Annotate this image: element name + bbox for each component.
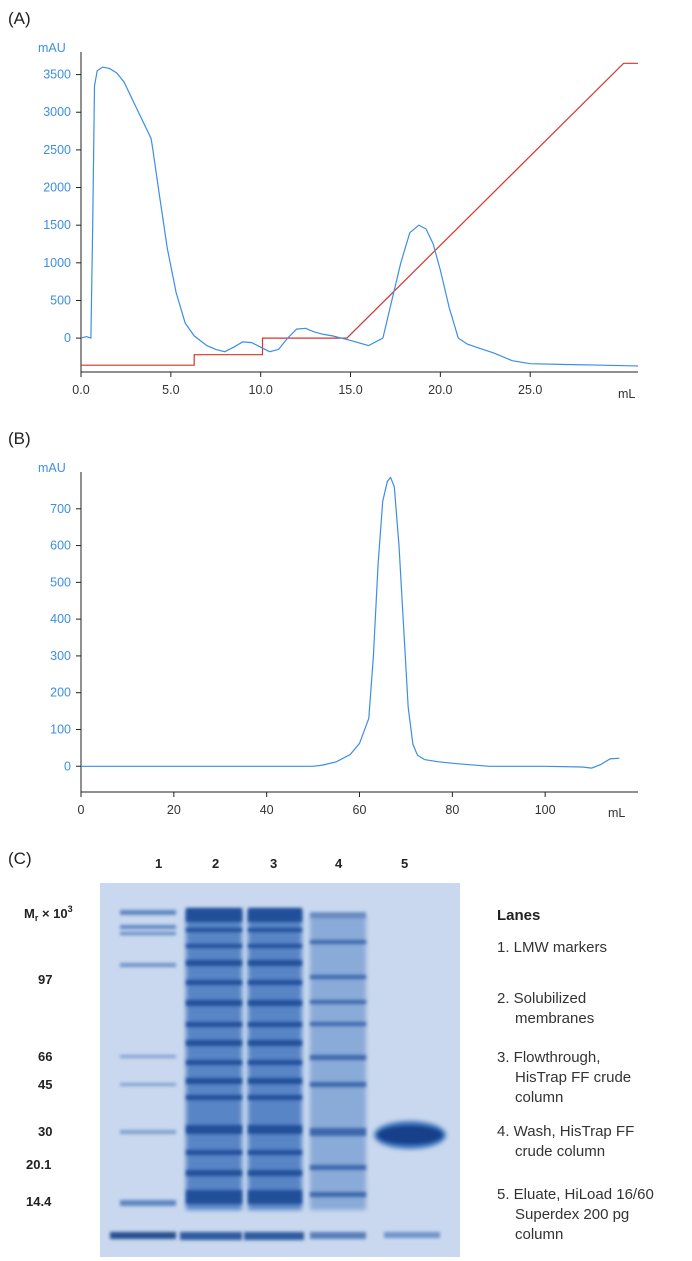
lanes-legend: Lanes 1. LMW markers 2. Solubilized membra…: [497, 907, 654, 1243]
x-tick-label: 60: [353, 803, 367, 817]
marker-label: 66: [38, 1049, 52, 1064]
panel-b-axes: 0 100 200 300 400 500 600 700 0 20 40 60 80 100: [50, 472, 638, 817]
lane-number: 3: [270, 856, 277, 871]
legend-line: membranes: [515, 1010, 594, 1027]
lane-5-bands: [374, 1121, 446, 1238]
legend-line: HisTrap FF crude: [515, 1069, 631, 1086]
legend-item: 2. Solubilized membranes: [497, 990, 594, 1027]
y-tick-label: 1000: [43, 256, 71, 270]
y-tick-label: 100: [50, 722, 71, 736]
lane-3-bands: [244, 908, 304, 1240]
legend-item: 3. Flowthrough, HisTrap FF crude column: [497, 1049, 631, 1106]
legend-line: 2. Solubilized: [497, 990, 586, 1007]
legend-line: 1. LMW markers: [497, 939, 607, 956]
legend-line: column: [515, 1226, 563, 1243]
panel-a: (A) mAU 0 500 1000 1500 2000 2500 3000 3500 0.0 5…: [8, 9, 639, 401]
x-tick-label: 0: [78, 803, 85, 817]
x-tick-label: 25.0: [518, 383, 542, 397]
x-tick-label: 20: [167, 803, 181, 817]
x-tick-label: 5.0: [162, 383, 179, 397]
lane-2-bands: [180, 908, 242, 1240]
y-tick-label: 500: [50, 575, 71, 589]
y-tick-label: 2500: [43, 143, 71, 157]
mr-label: Mr × 103: [24, 904, 73, 923]
lane-1-bands: [110, 910, 176, 1239]
lane-number: 2: [212, 856, 219, 871]
panel-b-y-unit: mAU: [38, 461, 66, 475]
panel-a-x-unit: mL: [618, 387, 635, 401]
lane-number: 5: [401, 856, 408, 871]
x-tick-label: 10.0: [249, 383, 273, 397]
marker-label: 14.4: [26, 1194, 52, 1209]
y-tick-label: 600: [50, 539, 71, 553]
y-tick-label: 0: [64, 759, 71, 773]
y-tick-label: 1500: [43, 218, 71, 232]
x-tick-label: 20.0: [428, 383, 452, 397]
x-tick-label: 80: [445, 803, 459, 817]
y-tick-label: 200: [50, 686, 71, 700]
marker-label: 20.1: [26, 1157, 51, 1172]
lane-number: 4: [335, 856, 343, 871]
x-tick-label: 0.0: [72, 383, 89, 397]
y-tick-label: 400: [50, 612, 71, 626]
y-tick-label: 3500: [43, 68, 71, 82]
gel-image: [100, 883, 460, 1257]
legend-line: Superdex 200 pg: [515, 1206, 629, 1223]
x-tick-label: 100: [535, 803, 556, 817]
x-tick-label: 40: [260, 803, 274, 817]
y-tick-label: 0: [64, 331, 71, 345]
y-tick-label: 300: [50, 649, 71, 663]
legend-item: 5. Eluate, HiLoad 16/60 Superdex 200 pg co…: [497, 1186, 654, 1243]
legend-line: crude column: [515, 1143, 605, 1160]
panel-a-uv-trace: [80, 66, 639, 367]
y-tick-label: 2000: [43, 181, 71, 195]
panel-c: (C) 1 2 3 4 5 Mr × 103 97 66 45 30 20.1 …: [8, 849, 654, 1257]
panel-b-label: (B): [8, 429, 31, 448]
panel-b-uv-trace: [81, 476, 620, 769]
panel-b: (B) mAU 0 100 200 300 400 500 600 700 0 20 40 60 80 1…: [8, 429, 638, 820]
marker-label: 30: [38, 1124, 52, 1139]
legend-title: Lanes: [497, 907, 540, 924]
lane-number: 1: [155, 856, 162, 871]
panel-a-axes: 0 500 1000 1500 2000 2500 3000 3500 0.0 5.0 10.0 15…: [43, 52, 638, 397]
legend-line: 5. Eluate, HiLoad 16/60: [497, 1186, 654, 1203]
marker-labels: 97 66 45 30 20.1 14.4: [26, 972, 52, 1209]
legend-item: 4. Wash, HisTrap FF crude column: [497, 1123, 634, 1160]
y-tick-label: 700: [50, 502, 71, 516]
panel-a-label: (A): [8, 9, 31, 28]
gel-lane-numbers: 1 2 3 4 5: [155, 856, 408, 871]
panel-a-gradient-line: [81, 62, 638, 366]
panel-a-y-unit: mAU: [38, 41, 66, 55]
panel-c-label: (C): [8, 849, 32, 868]
legend-item: 1. LMW markers: [497, 939, 607, 956]
lane-4-bands: [310, 912, 366, 1239]
x-tick-label: 15.0: [338, 383, 362, 397]
marker-label: 97: [38, 972, 52, 987]
legend-line: 3. Flowthrough,: [497, 1049, 600, 1066]
y-tick-label: 3000: [43, 105, 71, 119]
legend-line: 4. Wash, HisTrap FF: [497, 1123, 634, 1140]
marker-label: 45: [38, 1077, 52, 1092]
legend-line: column: [515, 1089, 563, 1106]
panel-b-x-unit: mL: [608, 806, 625, 820]
y-tick-label: 500: [50, 293, 71, 307]
